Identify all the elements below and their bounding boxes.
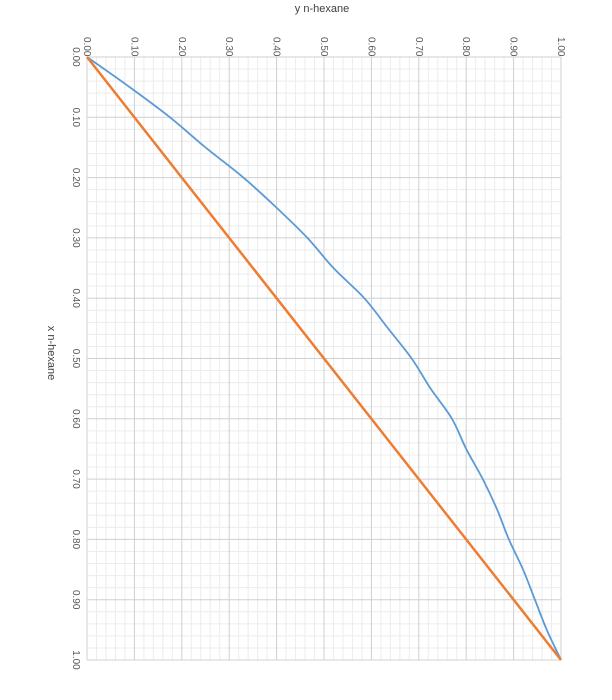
y-tick-label: 0.90 (508, 37, 519, 57)
series-line-2 (86, 56, 562, 661)
series-lines (86, 56, 562, 661)
y-axis-title: y n-hexane (295, 3, 349, 15)
y-tick-label: 0.60 (365, 37, 376, 57)
x-tick-label: 0.20 (70, 168, 81, 188)
y-tick-label: 0.00 (81, 37, 92, 57)
y-tick-label: 1.00 (555, 37, 566, 57)
grid (86, 56, 562, 661)
x-axis-title: x n-hexane (45, 326, 57, 380)
x-tick-label: 0.70 (70, 469, 81, 489)
x-tick-label: 0.50 (70, 349, 81, 369)
y-tick-label: 0.70 (413, 37, 424, 57)
x-tick-label: 0.00 (70, 47, 81, 67)
y-tick-label: 0.30 (223, 37, 234, 57)
y-tick-label: 0.10 (128, 37, 139, 57)
x-tick-label: 0.60 (70, 409, 81, 429)
y-tick-label: 0.20 (176, 37, 187, 57)
tick-labels: 0.00 0.10 0.20 0.30 0.40 0.50 0.60 0.70 0.80 0.90… (70, 37, 566, 670)
x-tick-label: 0.30 (70, 228, 81, 248)
x-tick-label: 0.40 (70, 288, 81, 308)
series-line-1 (86, 56, 562, 661)
y-tick-label: 0.40 (271, 37, 282, 57)
x-tick-label: 0.80 (70, 530, 81, 550)
y-tick-label: 0.80 (460, 37, 471, 57)
y-tick-label: 0.50 (318, 37, 329, 57)
x-tick-label: 0.90 (70, 590, 81, 610)
x-tick-label: 0.10 (70, 108, 81, 128)
x-tick-label: 1.00 (70, 650, 81, 670)
